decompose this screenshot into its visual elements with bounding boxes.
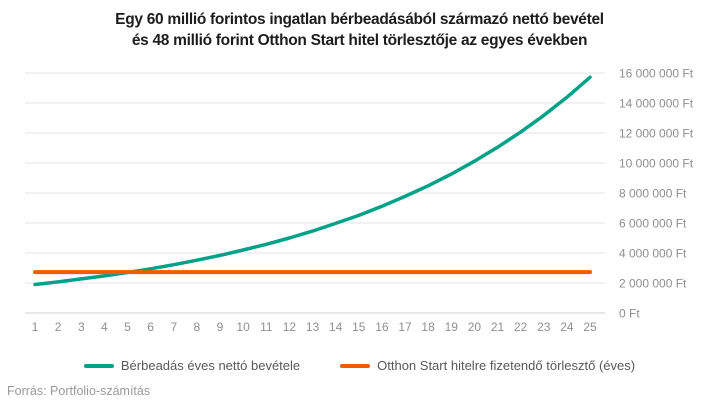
rental-income-legend-label: Bérbeadás éves nettó bevétele (120, 358, 301, 373)
x-tick-label: 23 (537, 320, 551, 334)
y-tick-label: 4 000 000 Ft (619, 247, 687, 261)
legend-item-loan-payment: Otthon Start hitelre fizetendő törlesztő… (340, 358, 635, 373)
x-tick-label: 6 (147, 320, 154, 334)
x-tick-label: 24 (560, 320, 574, 334)
source-note: Forrás: Portfolio-számítás (7, 384, 151, 398)
x-tick-label: 2 (55, 320, 62, 334)
x-tick-label: 25 (583, 320, 597, 334)
chart-title: Egy 60 millió forintos ingatlan bérbeadá… (0, 9, 719, 51)
y-tick-label: 12 000 000 Ft (619, 127, 694, 141)
loan-payment-legend-label: Otthon Start hitelre fizetendő törlesztő… (377, 358, 636, 373)
x-tick-label: 11 (260, 320, 273, 334)
y-tick-label: 10 000 000 Ft (619, 157, 694, 171)
x-tick-label: 16 (375, 320, 389, 334)
legend-item-rental-income: Bérbeadás éves nettó bevétele (83, 358, 301, 373)
chart-title-line-1: Egy 60 millió forintos ingatlan bérbeadá… (115, 11, 604, 28)
rental-income-legend-swatch (83, 363, 114, 368)
y-tick-label: 6 000 000 Ft (619, 217, 687, 231)
x-tick-label: 10 (236, 320, 250, 334)
x-tick-label: 14 (329, 320, 343, 334)
x-tick-label: 20 (468, 320, 482, 334)
x-tick-label: 17 (398, 320, 412, 334)
x-tick-label: 4 (101, 320, 108, 334)
y-tick-label: 0 Ft (619, 307, 640, 321)
y-tick-label: 8 000 000 Ft (619, 187, 687, 201)
x-tick-label: 22 (514, 320, 528, 334)
x-tick-label: 18 (421, 320, 435, 334)
x-tick-label: 5 (124, 320, 131, 334)
x-tick-label: 15 (352, 320, 366, 334)
x-tick-label: 21 (491, 320, 505, 334)
x-tick-label: 12 (283, 320, 297, 334)
x-tick-label: 19 (445, 320, 459, 334)
x-tick-label: 7 (170, 320, 177, 334)
y-tick-label: 14 000 000 Ft (619, 97, 694, 111)
x-tick-label: 1 (32, 320, 39, 334)
chart-title-line-2: és 48 millió forint Otthon Start hitel t… (131, 32, 588, 49)
x-tick-label: 13 (306, 320, 320, 334)
y-tick-label: 2 000 000 Ft (619, 277, 687, 291)
x-tick-label: 3 (78, 320, 85, 334)
loan-payment-legend-swatch (340, 363, 371, 368)
chart-legend: Bérbeadás éves nettó bevétele Otthon Sta… (0, 358, 719, 373)
x-tick-label: 8 (194, 320, 201, 334)
y-tick-label: 16 000 000 Ft (619, 67, 694, 81)
x-tick-label: 9 (217, 320, 224, 334)
